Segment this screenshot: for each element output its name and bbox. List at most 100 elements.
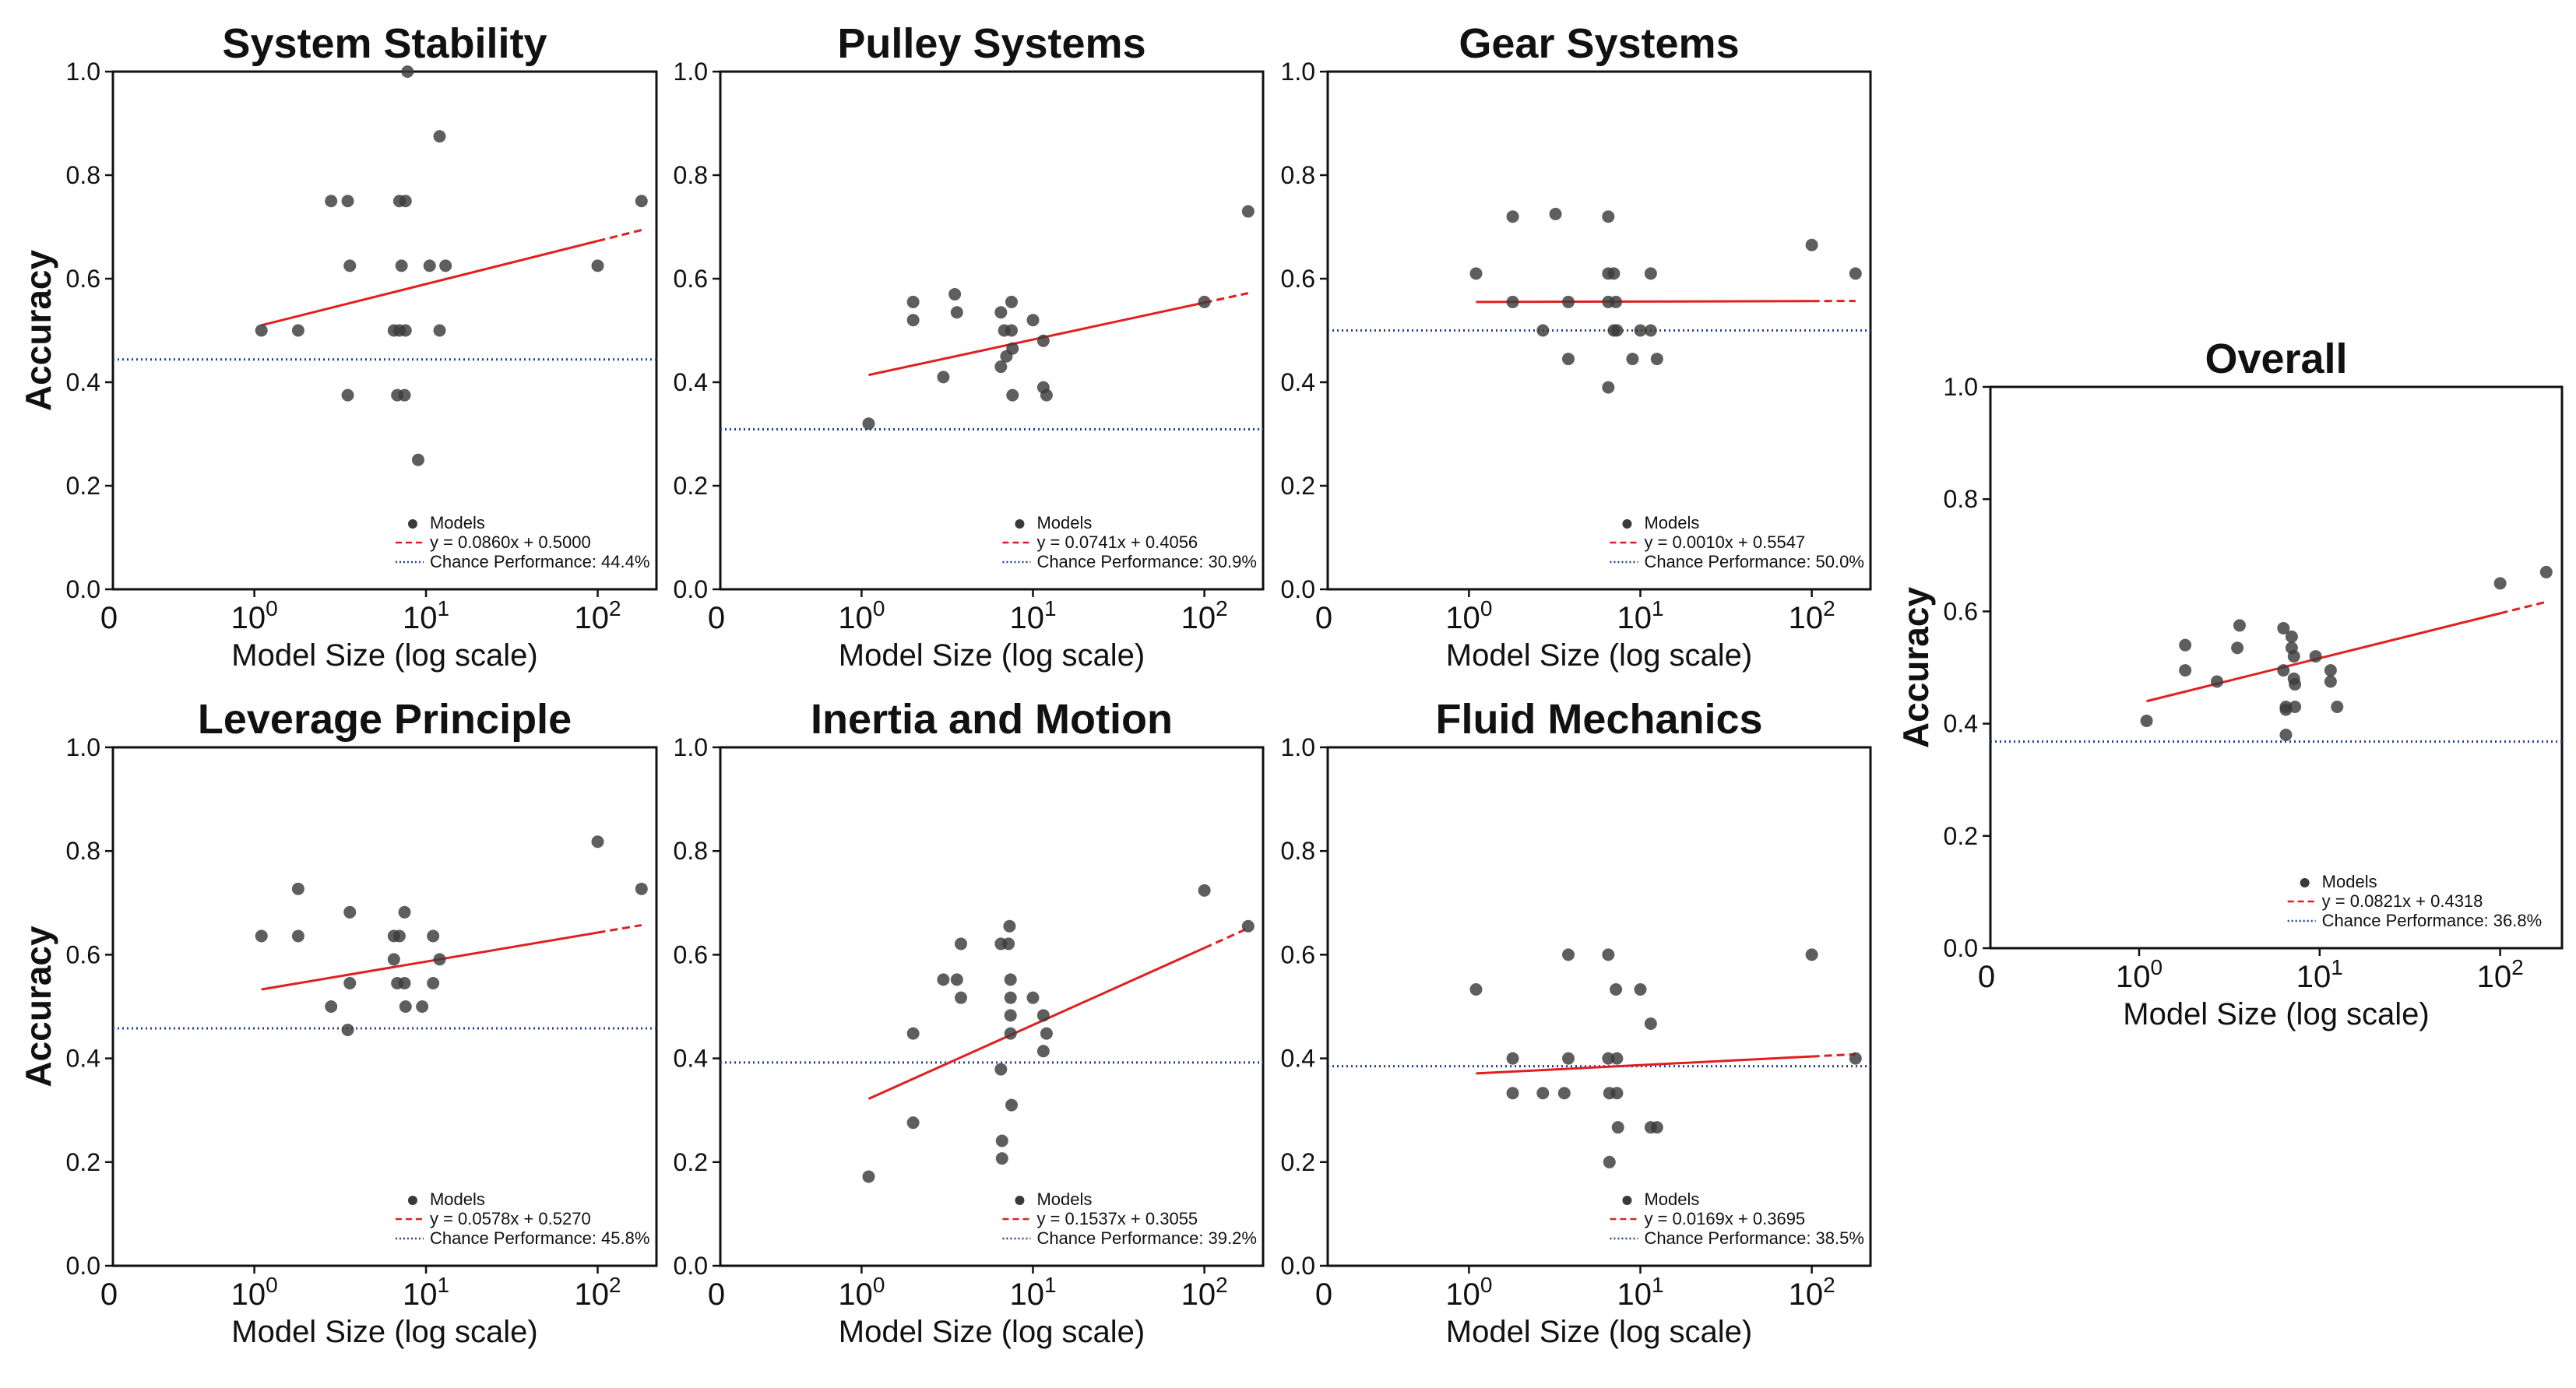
fit-line xyxy=(867,947,1205,1100)
fit-line-extension xyxy=(597,923,642,934)
y-axis-label: Accuracy xyxy=(1895,587,1936,749)
data-point xyxy=(2285,630,2298,643)
data-point xyxy=(2331,700,2344,713)
y-axis-label: Accuracy xyxy=(18,250,58,412)
legend-label-models: Models xyxy=(1036,513,1092,532)
data-point xyxy=(1644,267,1657,280)
data-point xyxy=(1561,353,1575,366)
x-tick-label: 100 xyxy=(1445,596,1492,635)
x-tick-label: 0 xyxy=(708,1277,725,1312)
y-tick-label: 0.2 xyxy=(66,472,100,500)
data-point xyxy=(341,195,354,208)
data-point xyxy=(1005,324,1018,337)
y-tick-label: 0.2 xyxy=(1944,822,1978,850)
data-point xyxy=(433,324,446,337)
legend-label-fit: y = 0.0860x + 0.5000 xyxy=(430,532,591,552)
y-tick-label: 0.4 xyxy=(66,368,100,396)
data-point xyxy=(398,388,411,402)
data-point xyxy=(2289,700,2302,713)
y-tick-label: 1.0 xyxy=(1281,58,1315,86)
y-tick-label: 0.0 xyxy=(66,575,100,603)
x-tick-label: 102 xyxy=(1789,596,1835,635)
data-point xyxy=(398,977,411,990)
data-point xyxy=(950,306,963,319)
data-point xyxy=(325,1000,338,1013)
data-point xyxy=(325,195,338,208)
y-tick-label: 0.8 xyxy=(66,161,100,189)
data-point xyxy=(1634,983,1647,996)
x-tick-label: 0 xyxy=(100,601,118,635)
data-point xyxy=(2179,638,2192,652)
y-tick-label: 0.2 xyxy=(674,472,708,500)
y-tick-label: 0.4 xyxy=(1944,710,1978,738)
fit-line-extension xyxy=(2500,600,2547,615)
legend-label-models: Models xyxy=(430,1189,485,1209)
data-point xyxy=(1536,1087,1550,1100)
data-point xyxy=(1610,295,1623,308)
data-point xyxy=(937,973,950,986)
data-point xyxy=(1602,381,1615,394)
data-point xyxy=(1561,1052,1575,1065)
data-point xyxy=(1602,1052,1615,1065)
data-point xyxy=(1557,1087,1571,1100)
data-point xyxy=(291,882,304,895)
x-axis-label: Model Size (log scale) xyxy=(839,1315,1145,1349)
y-tick-label: 0.2 xyxy=(1281,472,1315,500)
chart-title: Gear Systems xyxy=(1459,20,1739,67)
data-point xyxy=(1036,1009,1050,1022)
fit-line-extension xyxy=(1204,292,1249,304)
data-point xyxy=(994,360,1008,374)
y-tick-label: 0.0 xyxy=(66,1252,100,1280)
data-point xyxy=(1040,1027,1053,1040)
legend-label-fit: y = 0.0821x + 0.4318 xyxy=(2322,891,2483,911)
data-point xyxy=(1610,983,1623,996)
data-point xyxy=(1040,388,1053,402)
x-tick-label: 102 xyxy=(2477,955,2524,994)
data-point xyxy=(948,287,962,300)
x-tick-label: 100 xyxy=(2116,955,2163,994)
y-tick-label: 0.6 xyxy=(1281,940,1315,968)
data-point xyxy=(862,1170,875,1183)
data-point xyxy=(1241,205,1255,218)
data-point xyxy=(1610,1087,1624,1100)
legend-label-chance: Chance Performance: 44.4% xyxy=(430,552,650,571)
data-point xyxy=(2324,664,2337,677)
subplot-0: System Stability 0.0 0.2 0.4 0.6 0.8 1.0 0 100 10… xyxy=(18,20,658,673)
data-point xyxy=(1610,324,1624,337)
x-tick-label: 102 xyxy=(1181,596,1228,635)
legend-label-models: Models xyxy=(1036,1189,1092,1209)
data-point xyxy=(1241,919,1255,933)
chart-title: Leverage Principle xyxy=(198,696,572,743)
data-point xyxy=(2233,619,2246,632)
fit-line xyxy=(1476,300,1812,304)
legend-label-models: Models xyxy=(2322,872,2377,891)
data-point xyxy=(2179,664,2192,677)
data-point xyxy=(1611,1121,1624,1134)
y-tick-label: 0.8 xyxy=(674,837,708,865)
y-tick-label: 1.0 xyxy=(1944,373,1978,401)
chart-title: System Stability xyxy=(222,20,547,67)
x-tick-label: 101 xyxy=(1617,1273,1663,1312)
data-point xyxy=(392,929,406,943)
data-point xyxy=(937,371,950,384)
data-point xyxy=(954,991,967,1004)
data-point xyxy=(2287,650,2300,663)
data-point xyxy=(427,929,440,943)
data-point xyxy=(1610,1052,1624,1065)
data-point xyxy=(591,259,604,272)
fit-line-extension xyxy=(1811,1052,1856,1058)
data-point xyxy=(1003,919,1016,933)
x-tick-label: 100 xyxy=(1445,1273,1492,1312)
data-point xyxy=(1607,267,1621,280)
data-point xyxy=(1849,1052,1862,1065)
legend-marker-models xyxy=(1015,1196,1025,1205)
y-tick-label: 0.0 xyxy=(1281,1252,1315,1280)
data-point xyxy=(994,1063,1008,1076)
data-point xyxy=(1603,1155,1616,1168)
y-tick-label: 0.2 xyxy=(66,1148,100,1176)
data-point xyxy=(423,259,436,272)
plot-frame xyxy=(111,70,658,591)
y-tick-label: 0.2 xyxy=(1281,1148,1315,1176)
data-point xyxy=(1602,210,1615,223)
data-point xyxy=(995,1152,1008,1165)
